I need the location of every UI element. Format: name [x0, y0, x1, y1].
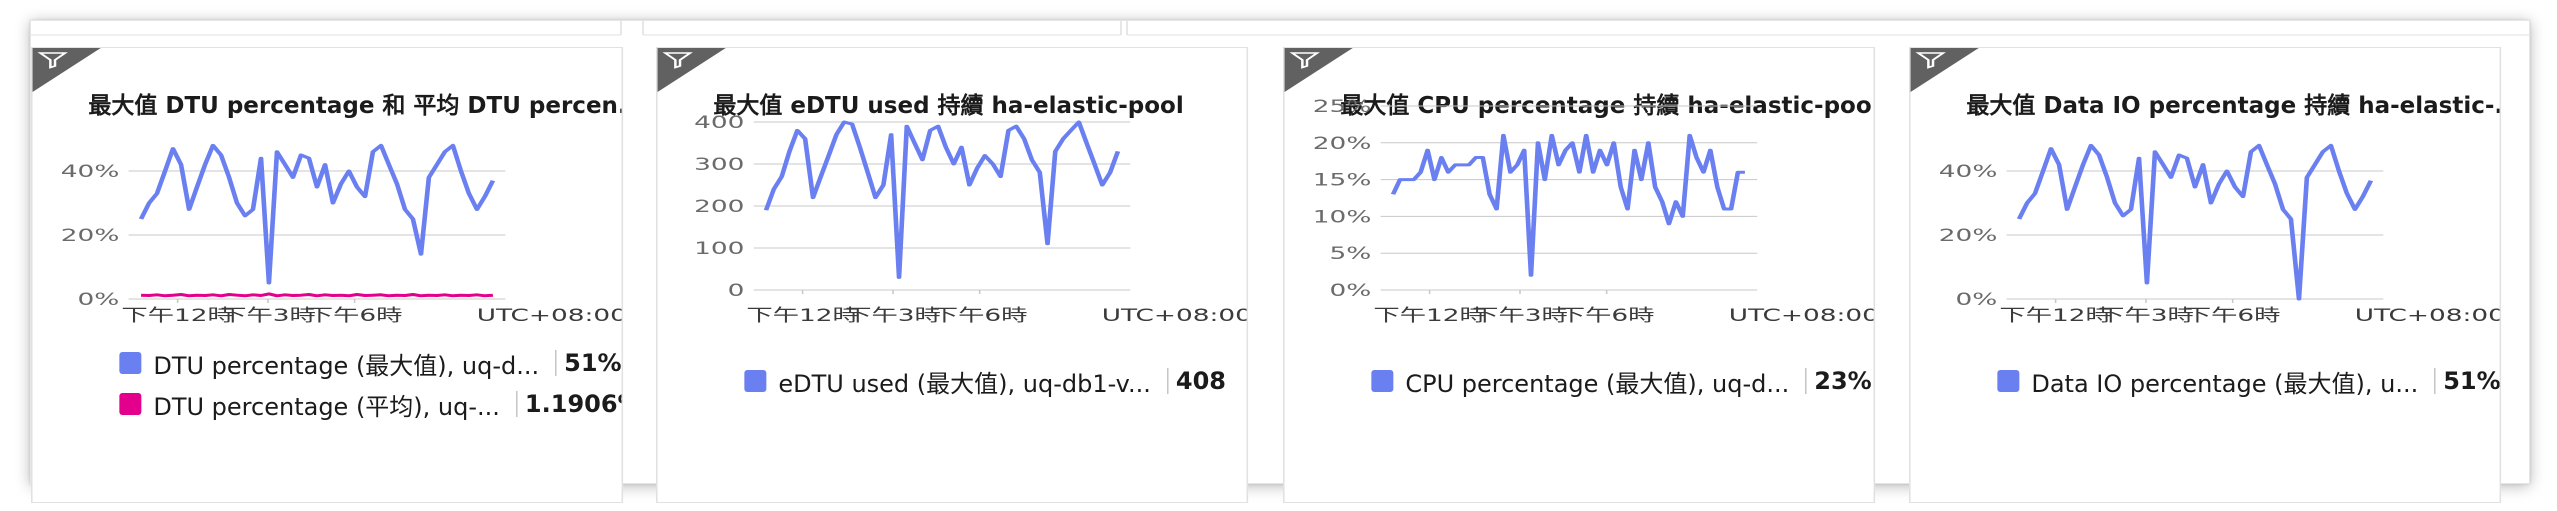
x-tick-label: 下午12時: [746, 306, 859, 326]
x-tick-label: 下午3時: [845, 306, 941, 326]
chart-card-edtu[interactable]: 最大值 eDTU used 持續 ha-elastic-pool 400 300 2…: [656, 47, 1249, 503]
y-tick-label: 0: [728, 281, 745, 301]
card-title: 最大值 DTU percentage 和 平均 DTU percen...: [88, 93, 624, 119]
x-tick-label: UTC+08:00: [2355, 306, 2500, 326]
legend-item[interactable]: DTU percentage (最大值), uq-d... 51%: [119, 348, 622, 380]
legend-value: 51%: [2443, 367, 2501, 395]
y-tick-label: 15%: [1313, 170, 1372, 190]
top-strip: [31, 21, 2529, 36]
chart-card-dataio[interactable]: 最大值 Data IO percentage 持續 ha-elastic-...…: [1909, 47, 2502, 503]
legend-separator: [555, 350, 557, 376]
y-tick-label: 40%: [61, 162, 120, 182]
y-tick-label: 25%: [1313, 97, 1372, 117]
legend-swatch: [119, 352, 142, 374]
chart-card-cpu[interactable]: 最大值 CPU percentage 持續 ha-elastic-pool 25…: [1283, 47, 1876, 503]
legend-label: DTU percentage (最大值), uq-d...: [153, 351, 540, 380]
legend-value: 51%: [564, 349, 622, 377]
legend-label: CPU percentage (最大值), uq-d...: [1405, 369, 1790, 398]
y-tick-label: 20%: [61, 226, 120, 246]
x-tick-label: 下午12時: [121, 306, 234, 326]
x-tick-label: 下午12時: [1373, 306, 1486, 326]
y-tick-label: 300: [694, 155, 744, 175]
legend-value: 408: [1175, 367, 1226, 395]
legend-item[interactable]: Data IO percentage (最大值), u... 51%: [1997, 366, 2501, 398]
legend-separator: [2434, 368, 2436, 394]
legend-swatch: [1997, 370, 2020, 392]
legend-value: 23%: [1814, 367, 1872, 395]
legend-label: Data IO percentage (最大值), u...: [2031, 369, 2419, 398]
legend-value: 1.1906%: [524, 390, 622, 418]
series-line: [2016, 143, 2374, 301]
funnel-icon[interactable]: [1289, 50, 1320, 70]
x-tick-label: 下午6時: [932, 306, 1028, 326]
x-tick-label: 下午3時: [220, 306, 316, 326]
x-tick-label: 下午3時: [1472, 306, 1568, 326]
funnel-icon[interactable]: [1915, 50, 1946, 70]
x-tick-label: 下午6時: [307, 306, 403, 326]
legend-separator: [1805, 368, 1807, 394]
legend-separator: [515, 391, 517, 417]
series-line: [138, 143, 496, 285]
series-line: [1390, 133, 1745, 277]
legend-swatch: [744, 370, 767, 392]
legend-swatch: [119, 393, 142, 415]
y-tick-label: 20%: [1939, 226, 1998, 246]
y-tick-label: 100: [694, 239, 744, 259]
x-tick-label: 下午12時: [1999, 306, 2112, 326]
chart-card-dtu[interactable]: 最大值 DTU percentage 和 平均 DTU percen... 40…: [31, 47, 624, 503]
y-tick-label: 0%: [1956, 290, 1998, 310]
series-line: [140, 292, 494, 298]
series-line: [763, 120, 1121, 279]
y-tick-label: 5%: [1330, 244, 1372, 264]
legend-item[interactable]: CPU percentage (最大值), uq-d... 23%: [1371, 366, 1872, 398]
x-tick-label: 下午6時: [1559, 306, 1655, 326]
y-tick-label: 0%: [78, 290, 120, 310]
y-tick-label: 200: [694, 197, 744, 217]
legend-label: DTU percentage (平均), uq-...: [153, 392, 500, 421]
y-tick-label: 20%: [1313, 133, 1372, 153]
funnel-icon[interactable]: [37, 50, 68, 70]
legend-item[interactable]: eDTU used (最大值), uq-db1-v... 408: [744, 366, 1226, 398]
x-tick-label: 下午3時: [2098, 306, 2194, 326]
y-tick-label: 10%: [1313, 207, 1372, 227]
x-tick-label: UTC+08:00: [1729, 306, 1874, 326]
card-title: 最大值 Data IO percentage 持續 ha-elastic-...: [1966, 93, 2502, 119]
card-title: 最大值 eDTU used 持續 ha-elastic-pool: [713, 93, 1184, 119]
legend-label: eDTU used (最大值), uq-db1-v...: [778, 369, 1151, 398]
legend-separator: [1166, 368, 1168, 394]
funnel-icon[interactable]: [662, 50, 693, 70]
x-tick-label: 下午6時: [2185, 306, 2281, 326]
dashboard-frame: 最大值 DTU percentage 和 平均 DTU percen... 40…: [30, 20, 2530, 503]
y-tick-label: 40%: [1939, 162, 1998, 182]
legend-item[interactable]: DTU percentage (平均), uq-... 1.1906%: [119, 389, 622, 421]
y-tick-label: 0%: [1330, 281, 1372, 301]
legend-swatch: [1371, 370, 1394, 392]
x-tick-label: UTC+08:00: [1102, 306, 1247, 326]
y-tick-label: 400: [694, 113, 744, 133]
x-tick-label: UTC+08:00: [477, 306, 622, 326]
